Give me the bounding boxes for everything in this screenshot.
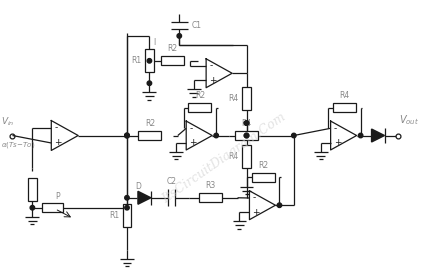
Bar <box>189 103 212 112</box>
Text: +: + <box>209 76 217 85</box>
Text: -: - <box>209 61 212 71</box>
Circle shape <box>30 205 35 210</box>
Circle shape <box>291 133 296 138</box>
Text: P: P <box>55 192 59 201</box>
Circle shape <box>177 34 181 38</box>
Bar <box>145 49 154 72</box>
Text: R4: R4 <box>339 91 349 100</box>
Text: -: - <box>334 124 337 133</box>
Bar <box>28 178 37 201</box>
Circle shape <box>125 205 129 210</box>
Text: R4: R4 <box>228 94 239 103</box>
Circle shape <box>147 59 151 63</box>
Bar <box>42 203 63 212</box>
Text: C2: C2 <box>167 177 177 186</box>
Circle shape <box>244 133 249 138</box>
Text: +: + <box>334 138 341 147</box>
Circle shape <box>214 133 218 138</box>
Circle shape <box>358 133 363 138</box>
Bar <box>161 56 184 65</box>
Text: I: I <box>154 38 156 47</box>
Circle shape <box>244 121 249 125</box>
Bar <box>123 204 132 227</box>
Bar <box>138 131 161 140</box>
Polygon shape <box>138 191 151 204</box>
Text: C1: C1 <box>192 21 202 31</box>
Circle shape <box>244 121 249 125</box>
Bar <box>199 193 222 202</box>
Text: R3: R3 <box>205 181 215 190</box>
Circle shape <box>244 133 249 138</box>
Text: $\alpha(Ts\!-\!To)$: $\alpha(Ts\!-\!To)$ <box>1 140 35 150</box>
Text: R2: R2 <box>195 91 205 100</box>
Circle shape <box>125 133 129 138</box>
Bar <box>242 145 251 168</box>
Text: -: - <box>189 124 192 133</box>
Text: ItsCircuitDiagram.Com: ItsCircuitDiagram.Com <box>160 110 288 206</box>
Bar <box>252 173 275 182</box>
Text: R4: R4 <box>241 119 251 128</box>
Text: -: - <box>54 123 58 133</box>
Circle shape <box>277 203 282 207</box>
Text: R2: R2 <box>258 161 268 170</box>
Text: R4: R4 <box>228 152 239 161</box>
Text: +: + <box>253 208 260 217</box>
Circle shape <box>125 195 129 200</box>
Polygon shape <box>371 129 385 142</box>
Circle shape <box>147 81 151 85</box>
Circle shape <box>125 133 129 138</box>
Text: R2: R2 <box>167 44 177 53</box>
Bar <box>242 87 251 110</box>
Text: $V_{out}$: $V_{out}$ <box>399 113 419 126</box>
Circle shape <box>125 133 129 138</box>
Text: $V_{in}$: $V_{in}$ <box>1 116 14 128</box>
Text: R2: R2 <box>145 119 155 128</box>
Bar <box>333 103 356 112</box>
Text: +: + <box>54 138 62 148</box>
Text: R1: R1 <box>109 211 119 220</box>
Bar <box>235 131 258 140</box>
Text: -: - <box>253 193 255 202</box>
Text: +: + <box>189 138 197 147</box>
Text: D: D <box>135 182 141 191</box>
Text: R1: R1 <box>131 56 141 65</box>
